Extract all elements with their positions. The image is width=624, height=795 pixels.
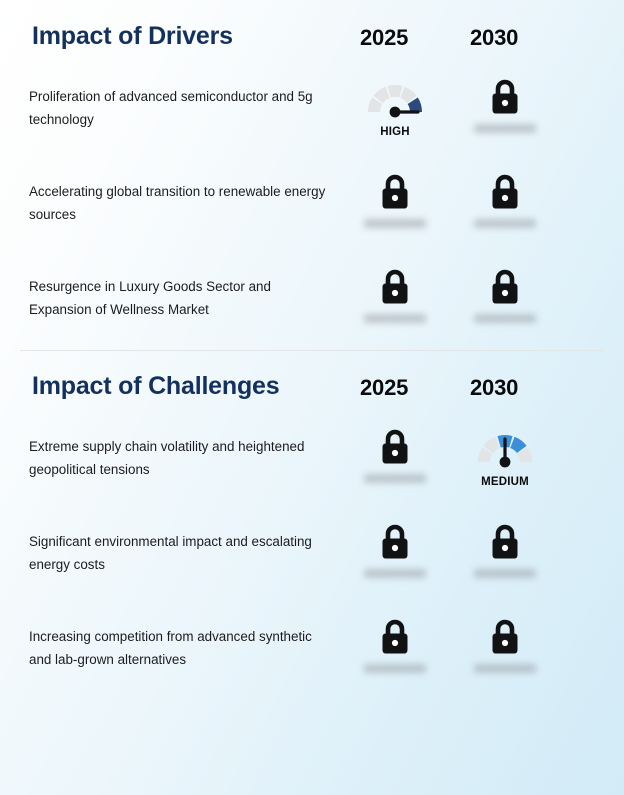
impact-row-label: Significant environmental impact and esc… <box>29 534 312 572</box>
lock-icon[interactable] <box>372 169 418 215</box>
section-title: Impact of Challenges <box>32 372 280 400</box>
impact-cell-gauge: MEDIUM <box>450 424 560 488</box>
lock-icon[interactable] <box>372 424 418 470</box>
impact-cell-locked[interactable] <box>340 169 450 228</box>
section-divider <box>20 350 605 351</box>
impact-row: Resurgence in Luxury Goods Sector and Ex… <box>0 260 624 355</box>
impact-row: Accelerating global transition to renewa… <box>0 165 624 260</box>
redacted-value-placeholder <box>474 664 536 673</box>
impact-cell-locked[interactable] <box>450 264 560 323</box>
column-header-year-2: 2030 <box>470 375 519 400</box>
impact-cell-locked[interactable] <box>450 74 560 133</box>
impact-cell-locked[interactable] <box>340 424 450 483</box>
impact-row-label: Resurgence in Luxury Goods Sector and Ex… <box>29 279 271 317</box>
redacted-value-placeholder <box>474 569 536 578</box>
impact-row: Significant environmental impact and esc… <box>0 515 624 610</box>
impact-cell-locked[interactable] <box>340 264 450 323</box>
lock-icon[interactable] <box>372 614 418 660</box>
impact-cell-locked[interactable] <box>450 169 560 228</box>
lock-icon[interactable] <box>372 519 418 565</box>
lock-icon[interactable] <box>482 169 528 215</box>
lock-icon[interactable] <box>482 519 528 565</box>
lock-icon[interactable] <box>482 264 528 310</box>
impact-cell-locked[interactable] <box>340 519 450 578</box>
redacted-value-placeholder <box>474 314 536 323</box>
impact-level-label: MEDIUM <box>481 476 529 488</box>
section-header: Impact of Challenges 2025 2030 <box>0 350 624 420</box>
impact-row-label: Proliferation of advanced semiconductor … <box>29 89 313 127</box>
impact-row: Proliferation of advanced semiconductor … <box>0 70 624 165</box>
impact-cell-gauge: HIGH <box>340 74 450 138</box>
redacted-value-placeholder <box>364 664 426 673</box>
redacted-value-placeholder <box>364 219 426 228</box>
impact-level-label: HIGH <box>380 126 410 138</box>
lock-icon[interactable] <box>482 74 528 120</box>
impact-row: Increasing competition from advanced syn… <box>0 610 624 705</box>
impact-row: Extreme supply chain volatility and heig… <box>0 420 624 515</box>
redacted-value-placeholder <box>474 219 536 228</box>
impact-cell-locked[interactable] <box>340 614 450 673</box>
redacted-value-placeholder <box>364 474 426 483</box>
redacted-value-placeholder <box>364 569 426 578</box>
section-challenges: Impact of Challenges 2025 2030 Extreme supp… <box>0 350 624 673</box>
redacted-value-placeholder <box>364 314 426 323</box>
impact-cell-locked[interactable] <box>450 519 560 578</box>
lock-icon[interactable] <box>372 264 418 310</box>
impact-cell-locked[interactable] <box>450 614 560 673</box>
gauge-icon <box>474 424 536 472</box>
column-header-year-2: 2030 <box>470 25 519 50</box>
impact-row-label: Accelerating global transition to renewa… <box>29 184 326 222</box>
impact-row-label: Extreme supply chain volatility and heig… <box>29 439 305 477</box>
section-drivers: Impact of Drivers 2025 2030 Proliferation o… <box>0 0 624 323</box>
column-header-year-1: 2025 <box>360 375 409 400</box>
redacted-value-placeholder <box>474 124 536 133</box>
lock-icon[interactable] <box>482 614 528 660</box>
section-title: Impact of Drivers <box>32 22 233 50</box>
gauge-icon <box>364 74 426 122</box>
section-header: Impact of Drivers 2025 2030 <box>0 0 624 70</box>
column-header-year-1: 2025 <box>360 25 409 50</box>
impact-row-label: Increasing competition from advanced syn… <box>29 629 312 667</box>
